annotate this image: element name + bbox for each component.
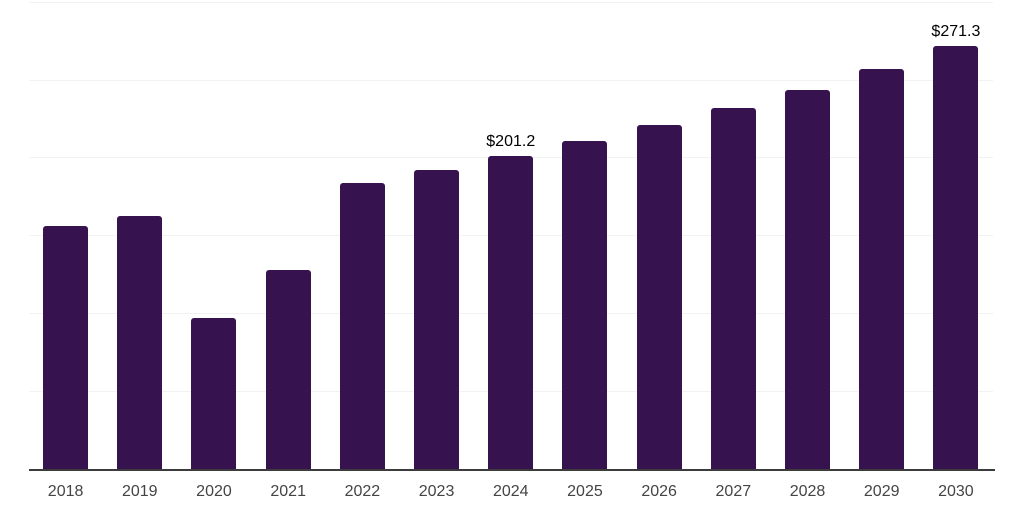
bar-value-label-2030: $271.3 <box>931 23 981 41</box>
bar-value-label-2024: $201.2 <box>486 132 536 150</box>
x-tick-label-2025: 2025 <box>567 483 603 500</box>
bar-2018 <box>43 226 89 469</box>
x-tick-label-2030: 2030 <box>938 483 974 500</box>
x-tick-label-2018: 2018 <box>47 483 84 500</box>
x-tick-label-2029: 2029 <box>863 483 900 500</box>
x-tick-label-2028: 2028 <box>789 483 826 500</box>
bar-2023 <box>414 170 460 469</box>
bar-2021 <box>265 270 311 469</box>
gridline-300 <box>28 1 993 3</box>
bar-2027 <box>710 108 756 469</box>
gridline-250 <box>28 79 993 81</box>
bar-2025 <box>562 140 608 469</box>
bar-2019 <box>117 216 163 469</box>
bar-2030 <box>933 46 979 469</box>
bar-2028 <box>785 90 831 469</box>
bar-2024 <box>488 155 534 469</box>
x-tick-label-2020: 2020 <box>196 483 232 500</box>
x-tick-label-2024: 2024 <box>492 483 529 500</box>
x-tick-label-2023: 2023 <box>418 483 455 500</box>
bar-2022 <box>339 182 385 469</box>
x-tick-label-2019: 2019 <box>121 483 158 500</box>
x-tick-label-2027: 2027 <box>715 483 752 500</box>
x-tick-label-2026: 2026 <box>641 483 677 500</box>
x-tick-label-2022: 2022 <box>344 483 381 500</box>
x-tick-label-2021: 2021 <box>270 483 306 500</box>
bar-2020 <box>191 317 237 469</box>
bar-2026 <box>636 124 682 469</box>
x-axis-line <box>28 469 995 471</box>
bar-2029 <box>859 68 905 469</box>
